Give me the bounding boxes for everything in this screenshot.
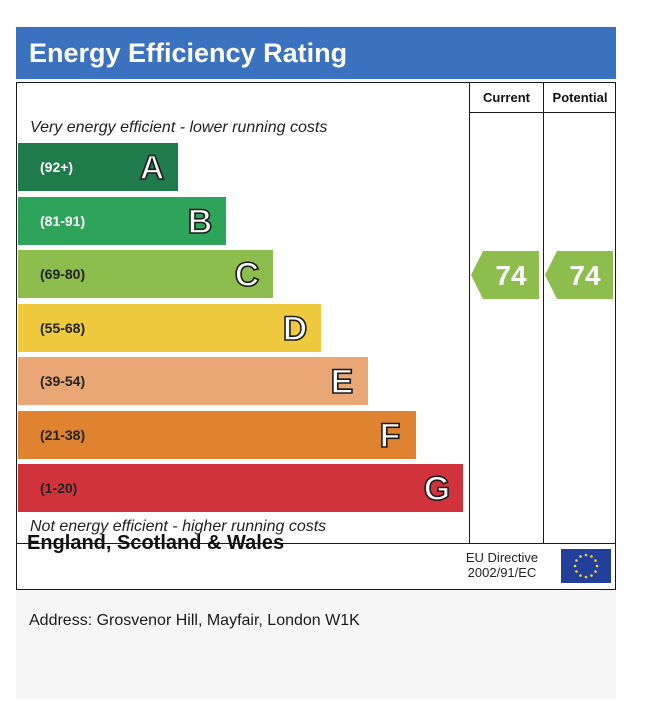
band-letter: C: [234, 256, 260, 292]
divider-potential: [543, 83, 544, 543]
flag-star: [595, 564, 599, 568]
flag-star: [584, 553, 588, 557]
rating-bar-b: (81-91) B: [18, 196, 226, 245]
flag-star: [575, 570, 578, 573]
address-text: Address: Grosvenor Hill, Mayfair, London…: [29, 612, 360, 629]
band-letter-text: B: [187, 203, 212, 239]
epc-card: Energy Efficiency Rating Current Potenti…: [16, 27, 616, 699]
divider-current: [469, 83, 470, 543]
flag-star: [590, 574, 593, 577]
rating-arrow-shape: [471, 251, 539, 299]
rating-arrow: 74: [471, 251, 539, 299]
band-range-label: (81-91): [40, 212, 86, 229]
top-note: Very energy efficient - lower running co…: [30, 119, 328, 136]
band-range-label: (92+): [40, 159, 74, 175]
region-label: England, Scotland & Wales: [27, 532, 285, 554]
band-range-label: (69-80): [40, 266, 86, 282]
rating-bar-d: (55-68) D: [18, 303, 321, 352]
band-letter: E: [330, 363, 354, 399]
eu-directive-label: EU Directive 2002/91/EC: [457, 550, 547, 580]
directive-line-1: EU Directive: [465, 550, 539, 565]
band-letter-text: F: [379, 417, 400, 453]
band-letter-text: C: [235, 256, 260, 292]
band-range-label: (21-38): [40, 426, 86, 443]
potential-rating-badge: 74: [545, 251, 615, 304]
flag-star: [594, 570, 597, 573]
rating-bar-f: (21-38) F: [18, 410, 416, 459]
flag-star: [594, 559, 597, 562]
bottom-note: Not energy efficient - higher running co…: [30, 518, 327, 535]
band-letter-text: G: [424, 470, 450, 506]
flag-star: [575, 559, 578, 562]
rating-value: 74: [495, 260, 527, 291]
rating-bar-a: (92+) A: [18, 143, 178, 191]
rating-bar-c: (69-80) C: [18, 250, 273, 298]
rating-bar-g: (1-20) G: [18, 464, 463, 512]
band-letter-text: E: [331, 363, 354, 399]
band-range-label: (1-20): [40, 480, 78, 496]
flag-star: [579, 555, 582, 558]
rating-bar-e: (39-54) E: [18, 357, 368, 405]
chart-title: Energy Efficiency Rating: [16, 27, 616, 79]
band-letter-text: D: [282, 310, 307, 346]
eu-flag-icon: [561, 549, 611, 583]
rating-arrow: 74: [545, 251, 613, 299]
flag-star: [573, 564, 577, 568]
flag-star: [579, 574, 582, 577]
band-letter-text: A: [140, 149, 165, 185]
flag-star: [590, 555, 593, 558]
band-range-label: (55-68): [40, 319, 86, 336]
flag-star: [584, 575, 588, 579]
band-range-label: (39-54): [40, 373, 86, 389]
band-letter: D: [281, 310, 307, 346]
band-letter: B: [186, 203, 212, 239]
band-letter: A: [139, 149, 165, 185]
rating-value: 74: [569, 260, 601, 291]
directive-line-2: 2002/91/EC: [467, 565, 537, 580]
footer-rule: [17, 543, 615, 544]
column-header-current: Current: [483, 90, 530, 105]
column-header-potential: Potential: [552, 90, 608, 105]
current-rating-badge: 74: [471, 251, 541, 304]
rating-table: Current Potential Very energy efficient …: [16, 82, 616, 590]
band-letter: F: [378, 417, 400, 453]
rating-arrow-shape: [545, 251, 613, 299]
band-letter: G: [423, 470, 451, 506]
header-rule: [469, 112, 616, 113]
